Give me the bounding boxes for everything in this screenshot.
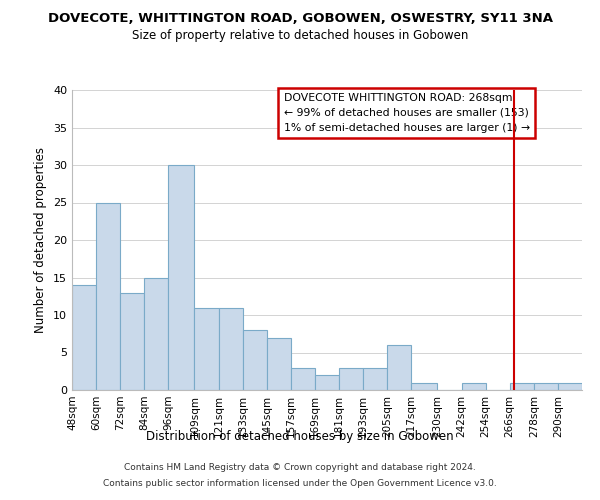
Bar (461, 382, 485, 390)
Bar (144, 278, 169, 390)
Bar (363, 368, 387, 390)
Bar (120, 292, 144, 390)
Bar (72, 285, 96, 390)
Y-axis label: Number of detached properties: Number of detached properties (34, 147, 47, 333)
Bar (218, 308, 242, 390)
Bar (387, 345, 412, 390)
Text: Contains public sector information licensed under the Open Government Licence v3: Contains public sector information licen… (103, 478, 497, 488)
Bar (291, 368, 315, 390)
Bar (242, 330, 267, 390)
Text: DOVECOTE WHITTINGTON ROAD: 268sqm
← 99% of detached houses are smaller (153)
1% : DOVECOTE WHITTINGTON ROAD: 268sqm ← 99% … (284, 93, 530, 132)
Bar (96, 202, 120, 390)
Text: Distribution of detached houses by size in Gobowen: Distribution of detached houses by size … (146, 430, 454, 443)
Bar (534, 382, 558, 390)
Text: Size of property relative to detached houses in Gobowen: Size of property relative to detached ho… (132, 29, 468, 42)
Bar (267, 338, 291, 390)
Bar (194, 308, 218, 390)
Bar (169, 165, 194, 390)
Text: DOVECOTE, WHITTINGTON ROAD, GOBOWEN, OSWESTRY, SY11 3NA: DOVECOTE, WHITTINGTON ROAD, GOBOWEN, OSW… (47, 12, 553, 26)
Bar (510, 382, 534, 390)
Bar (558, 382, 582, 390)
Bar (412, 382, 437, 390)
Bar (339, 368, 363, 390)
Text: Contains HM Land Registry data © Crown copyright and database right 2024.: Contains HM Land Registry data © Crown c… (124, 464, 476, 472)
Bar (315, 375, 339, 390)
